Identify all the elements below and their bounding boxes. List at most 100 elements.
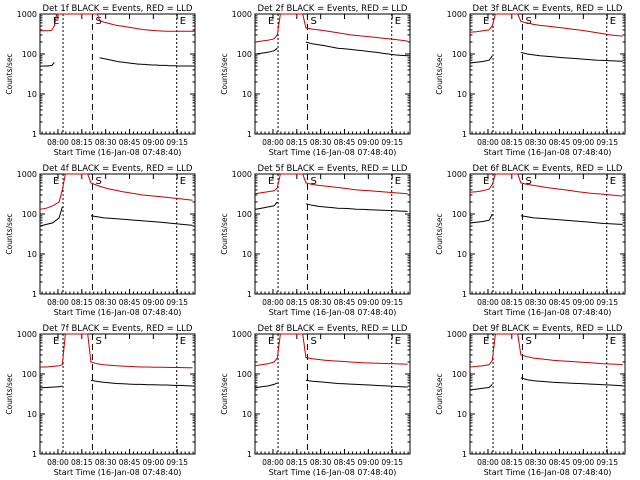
panel-title: Det 7f BLACK = Events, RED = LLD xyxy=(43,324,193,334)
y-tick-label: 10 xyxy=(27,410,37,419)
panel-det-5: Det 5f BLACK = Events, RED = LLD 1 10 100 10… xyxy=(220,164,411,317)
x-axis-label: Start Time (16-Jan-08 07:48:40) xyxy=(54,308,182,317)
x-tick-label: 08:45 xyxy=(119,458,141,467)
y-tick-label: 1000 xyxy=(447,330,467,339)
x-axis-label: Start Time (16-Jan-08 07:48:40) xyxy=(269,148,397,157)
x-tick-label: 08:45 xyxy=(549,138,571,147)
panel-title: Det 6f BLACK = Events, RED = LLD xyxy=(473,164,623,174)
x-tick-label: 09:00 xyxy=(143,298,165,307)
x-tick-label: 09:15 xyxy=(596,138,618,147)
marker-label: E xyxy=(610,16,616,27)
x-tick-label: 08:30 xyxy=(525,138,547,147)
x-tick-label: 08:30 xyxy=(525,458,547,467)
x-tick-label: 09:15 xyxy=(596,298,618,307)
x-tick-label: 08:00 xyxy=(262,298,284,307)
events-series-line xyxy=(469,51,623,64)
x-tick-label: 09:00 xyxy=(573,458,595,467)
panel-title: Det 3f BLACK = Events, RED = LLD xyxy=(473,4,623,14)
x-tick-label: 09:00 xyxy=(143,458,165,467)
events-series-line xyxy=(254,41,408,57)
y-axis-label: Counts/sec xyxy=(220,213,229,254)
x-tick-label: 08:00 xyxy=(47,138,69,147)
x-tick-label: 09:15 xyxy=(381,138,403,147)
marker-label: E xyxy=(483,336,489,347)
x-tick-label: 08:30 xyxy=(525,298,547,307)
marker-label: E xyxy=(53,336,59,347)
events-series-line xyxy=(40,57,195,67)
events-series-line xyxy=(469,213,623,225)
y-tick-label: 1000 xyxy=(232,170,252,179)
lld-series-line xyxy=(254,173,408,195)
y-tick-label: 10 xyxy=(27,90,37,99)
lld-series-line xyxy=(469,173,623,197)
x-tick-label: 08:15 xyxy=(501,298,523,307)
y-tick-label: 1 xyxy=(247,450,252,459)
y-tick-label: 1000 xyxy=(232,10,252,19)
x-tick-label: 09:00 xyxy=(143,138,165,147)
x-tick-label: 08:15 xyxy=(71,458,93,467)
x-tick-label: 08:30 xyxy=(95,458,117,467)
marker-label: E xyxy=(268,336,274,347)
x-tick-label: 08:30 xyxy=(310,298,332,307)
y-axis-label: Counts/sec xyxy=(220,373,229,414)
y-tick-label: 1000 xyxy=(17,170,37,179)
y-axis-label: Counts/sec xyxy=(5,213,14,254)
x-tick-label: 09:15 xyxy=(381,458,403,467)
y-axis-label: Counts/sec xyxy=(220,53,229,94)
x-tick-label: 08:15 xyxy=(71,298,93,307)
x-tick-label: 08:15 xyxy=(71,138,93,147)
panel-det-4: Det 4f BLACK = Events, RED = LLD 1 10 100 10… xyxy=(5,164,196,317)
x-tick-label: 08:45 xyxy=(334,458,356,467)
x-tick-label: 09:00 xyxy=(358,138,380,147)
x-tick-label: 08:00 xyxy=(262,138,284,147)
x-axis-label: Start Time (16-Jan-08 07:48:40) xyxy=(269,308,397,317)
marker-label: E xyxy=(180,16,186,27)
y-tick-label: 100 xyxy=(22,210,37,219)
y-axis-label: Counts/sec xyxy=(5,53,14,94)
y-tick-label: 100 xyxy=(452,50,467,59)
x-tick-label: 08:30 xyxy=(95,138,117,147)
marker-label: E xyxy=(395,176,401,187)
x-tick-label: 08:00 xyxy=(477,298,499,307)
y-tick-label: 10 xyxy=(242,410,252,419)
y-tick-label: 100 xyxy=(237,370,252,379)
events-series-line xyxy=(39,379,193,389)
lld-series-line xyxy=(254,333,408,367)
events-series-line xyxy=(469,377,623,391)
y-tick-label: 10 xyxy=(457,90,467,99)
x-tick-label: 09:15 xyxy=(381,298,403,307)
x-axis-label: Start Time (16-Jan-08 07:48:40) xyxy=(54,468,182,477)
marker-label: S xyxy=(95,336,101,347)
x-tick-label: 08:30 xyxy=(310,458,332,467)
y-tick-label: 1 xyxy=(247,130,252,139)
marker-label: E xyxy=(610,336,616,347)
marker-label: E xyxy=(180,176,186,187)
y-axis-label: Counts/sec xyxy=(5,373,14,414)
panel-title: Det 9f BLACK = Events, RED = LLD xyxy=(473,324,623,334)
x-tick-label: 08:45 xyxy=(119,138,141,147)
y-tick-label: 100 xyxy=(22,370,37,379)
marker-label: S xyxy=(310,176,316,187)
y-tick-label: 1 xyxy=(32,130,37,139)
x-tick-label: 08:15 xyxy=(501,138,523,147)
y-tick-label: 1 xyxy=(32,290,37,299)
panel-det-3: Det 3f BLACK = Events, RED = LLD 1 10 100 10… xyxy=(435,4,626,157)
marker-label: E xyxy=(268,176,274,187)
marker-label: E xyxy=(53,176,59,187)
x-tick-label: 08:00 xyxy=(262,458,284,467)
y-tick-label: 1000 xyxy=(232,330,252,339)
events-series-line xyxy=(39,206,193,227)
marker-label: E xyxy=(180,336,186,347)
marker-label: E xyxy=(395,336,401,347)
y-tick-label: 10 xyxy=(457,410,467,419)
x-tick-label: 08:45 xyxy=(549,298,571,307)
y-tick-label: 1 xyxy=(32,450,37,459)
marker-label: S xyxy=(310,336,316,347)
y-tick-label: 10 xyxy=(242,250,252,259)
panel-det-9: Det 9f BLACK = Events, RED = LLD 1 10 100 10… xyxy=(435,324,626,477)
x-tick-label: 08:00 xyxy=(47,298,69,307)
panel-det-2: Det 2f BLACK = Events, RED = LLD 1 10 100 10… xyxy=(220,4,411,157)
marker-label: S xyxy=(95,176,101,187)
x-tick-label: 09:15 xyxy=(166,138,188,147)
